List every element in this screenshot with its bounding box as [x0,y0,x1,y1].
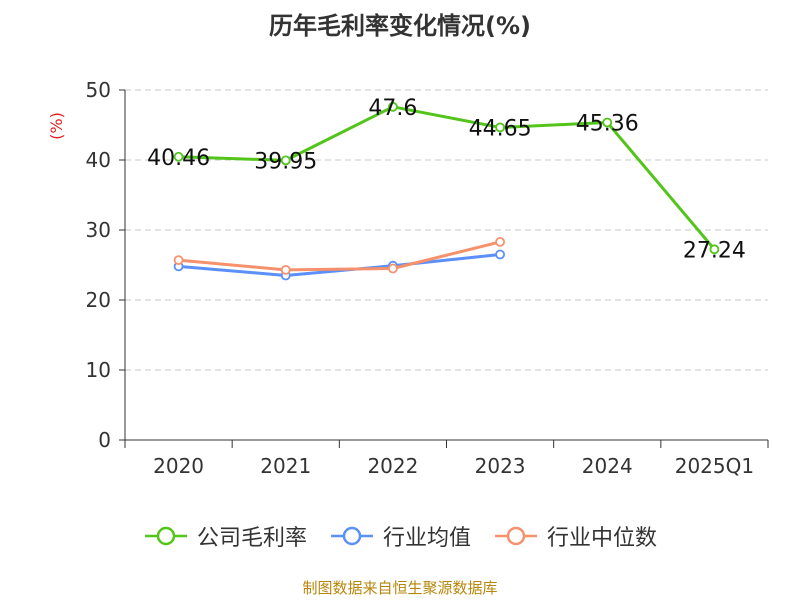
data-point-2 [388,263,398,274]
x-tick-label: 2025Q1 [675,454,754,478]
data-point-2 [495,236,505,247]
y-axis-title: (%) [47,112,66,140]
data-point-0 [709,244,720,255]
data-point-0 [602,117,613,128]
data-point-2 [173,255,184,266]
legend-label: 公司毛利率 [196,526,307,551]
x-tick-label: 2023 [475,454,526,478]
grid-lines [125,89,768,371]
data-point-0 [173,151,184,162]
data-point-0 [280,155,291,166]
source-note: 制图数据来自恒生聚源数据库 [302,579,498,597]
legend-line-blue-icon [330,526,373,546]
data-point-0 [495,122,505,133]
legend-label: 行业均值 [382,526,471,551]
series [173,101,720,281]
legend-label: 行业中位数 [547,526,658,551]
x-tick-label: 2020 [153,454,204,478]
data-label: 39.95 [254,149,317,174]
y-tick-label: 20 [86,288,111,312]
y-tick-label: 50 [86,78,111,102]
x-tick-label: 2022 [367,454,418,478]
legend-item-company-margin[interactable]: 公司毛利率 [143,520,307,552]
series-line-2 [178,240,501,272]
data-label: 44.65 [469,116,532,141]
data-label: 40.46 [147,146,210,171]
x-tick-label: 2024 [582,454,633,478]
data-point-0 [388,101,398,112]
legend-item-industry-mean[interactable]: 行业均值 [329,520,471,552]
data-point-1 [495,249,505,260]
y-tick-label: 10 [86,358,111,382]
y-tick-label: 40 [86,148,111,172]
data-label: 45.36 [576,111,639,136]
legend-line-orange-icon [495,526,537,546]
data-label: 27.24 [683,238,746,263]
data-labels: 40.46 39.95 47.6 44.65 45.36 27.24 [147,96,746,264]
axes: 0 10 20 30 40 50 2020 2021 2022 2023 2024 2025Q1 [86,78,769,478]
y-tick-label: 30 [86,218,111,242]
chart-title: 历年毛利率变化情况(%) [269,12,531,40]
legend: 公司毛利率 行业均值 行业中位数 [0,520,800,552]
legend-item-industry-median[interactable]: 行业中位数 [493,520,657,552]
series-line-0 [178,105,716,251]
data-point-2 [280,264,291,275]
data-label: 47.6 [368,96,417,121]
legend-line-green-icon [144,526,187,546]
x-tick-label: 2021 [260,454,311,478]
y-tick-label: 0 [98,428,111,452]
